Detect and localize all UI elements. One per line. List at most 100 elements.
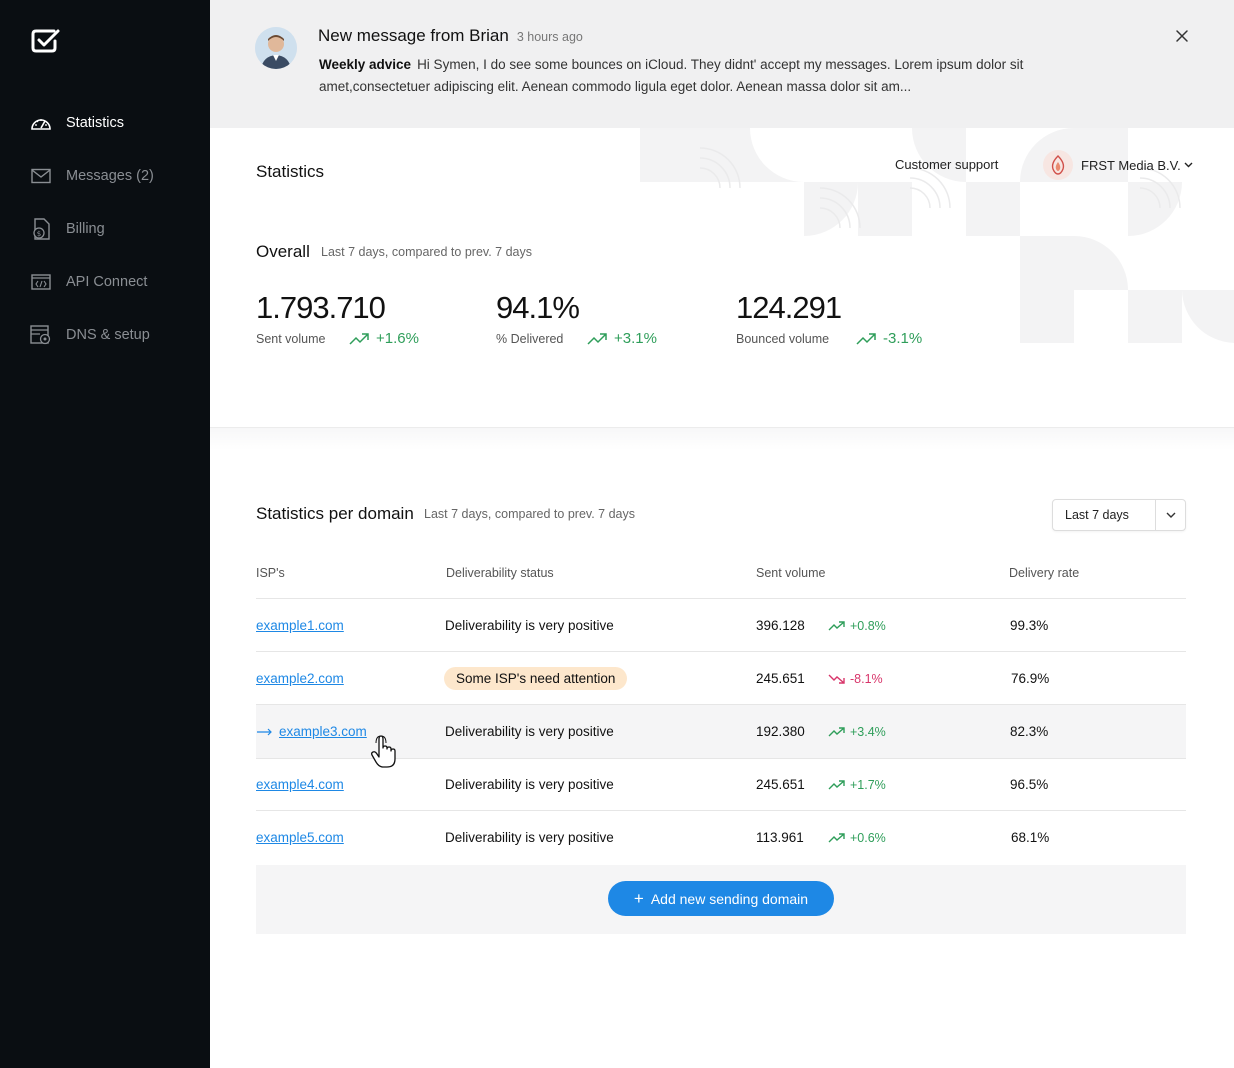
delivery-rate: 68.1%	[1011, 830, 1050, 845]
volume-change-value: +0.6%	[850, 830, 886, 845]
sidebar-item-label: Messages (2)	[66, 168, 154, 184]
column-header-rate: Delivery rate	[1009, 566, 1080, 580]
chevron-down-icon	[1184, 162, 1193, 168]
stat-value: 124.291	[736, 290, 842, 325]
stat-change-value: +1.6%	[376, 330, 419, 347]
date-range-value: Last 7 days	[1065, 508, 1129, 522]
sidebar-item-label: API Connect	[66, 274, 148, 290]
volume-change-value: +3.4%	[850, 724, 886, 739]
trend-up-icon	[587, 332, 607, 345]
section-fade	[210, 428, 1234, 450]
date-range-select[interactable]: Last 7 days	[1052, 499, 1186, 531]
delivery-rate: 82.3%	[1010, 724, 1049, 739]
volume-value: 245.651	[756, 671, 805, 686]
stat-value: 94.1%	[496, 290, 580, 325]
row-divider	[256, 758, 1186, 759]
row-divider	[256, 651, 1186, 652]
domain-link[interactable]: example5.com	[256, 830, 344, 845]
add-sending-domain-label: Add new sending domain	[650, 890, 809, 907]
sidebar-nav: Statistics Messages (2) $ Billing API Co…	[30, 110, 200, 375]
stat-label: % Delivered	[496, 331, 564, 346]
notification-tag: Weekly advice	[319, 57, 412, 72]
stat-bounced-volume: 124.291 Bounced volume -3.1%	[736, 290, 922, 347]
hand-pointer-cursor-icon	[371, 735, 396, 768]
sidebar-item-statistics[interactable]: Statistics	[30, 110, 200, 136]
svg-text:$: $	[37, 230, 41, 238]
volume-value: 113.961	[756, 830, 804, 845]
column-header-isp: ISP's	[256, 566, 285, 580]
status-text: Deliverability is very positive	[445, 777, 614, 792]
stat-label: Sent volume	[256, 331, 326, 346]
avatar	[255, 27, 297, 69]
sidebar-item-api-connect[interactable]: API Connect	[30, 269, 200, 295]
server-gear-icon	[30, 324, 52, 346]
volume-change-value: +1.7%	[850, 777, 886, 792]
domain-link[interactable]: example4.com	[256, 777, 344, 792]
overall-title: Overall	[256, 242, 310, 261]
section-divider	[210, 427, 1234, 428]
trend-up-icon	[856, 332, 876, 345]
table-row[interactable]: example1.com Deliverability is very posi…	[256, 599, 1186, 652]
delivery-rate: 96.5%	[1010, 777, 1049, 792]
customer-support-link[interactable]: Customer support	[895, 157, 999, 172]
sidebar: Statistics Messages (2) $ Billing API Co…	[0, 0, 210, 1068]
code-window-icon	[30, 271, 52, 293]
delivery-rate: 99.3%	[1010, 618, 1049, 633]
sidebar-item-label: DNS & setup	[66, 327, 150, 343]
volume-change: +0.6%	[828, 831, 886, 845]
domain-link[interactable]: example1.com	[256, 618, 344, 633]
sidebar-item-dns-setup[interactable]: DNS & setup	[30, 322, 200, 348]
sidebar-item-billing[interactable]: $ Billing	[30, 216, 200, 242]
table-row[interactable]: example3.com Deliverability is very posi…	[256, 705, 1186, 758]
domain-link[interactable]: example2.com	[256, 671, 344, 686]
domain-link[interactable]: example3.com	[279, 724, 367, 739]
logo-checkbox-icon[interactable]	[30, 27, 61, 54]
volume-value: 245.651	[756, 777, 805, 792]
attention-badge: Some ISP's need attention	[444, 667, 628, 690]
delivery-rate: 76.9%	[1011, 671, 1050, 686]
chevron-down-icon[interactable]	[1155, 500, 1185, 530]
sidebar-item-label: Billing	[66, 221, 105, 237]
row-divider	[256, 810, 1186, 811]
row-divider	[256, 704, 1186, 705]
status-text: Deliverability is very positive	[445, 618, 614, 633]
trend-up-icon	[828, 779, 845, 789]
volume-change: +3.4%	[828, 725, 886, 739]
sidebar-item-label: Statistics	[66, 115, 125, 131]
notification-text: Hi Symen, I do see some bounces on iClou…	[319, 57, 1024, 94]
stat-delivered: 94.1% % Delivered +3.1%	[496, 290, 657, 347]
trend-up-icon	[828, 832, 845, 842]
domain-stats-title: Statistics per domain	[256, 504, 414, 523]
notification-banner: New message from Brian 3 hours ago Weekly…	[210, 0, 1234, 128]
close-icon[interactable]	[1174, 28, 1190, 44]
invoice-icon: $	[30, 218, 52, 240]
status-text: Deliverability is very positive	[445, 724, 614, 739]
trend-up-icon	[828, 726, 845, 736]
add-sending-domain-button[interactable]: + Add new sending domain	[608, 881, 834, 916]
row-divider	[256, 598, 1186, 599]
notification-body[interactable]: Weekly advice Hi Symen, I do see some bou…	[319, 54, 1079, 98]
trend-up-icon	[349, 332, 369, 345]
account-switcher[interactable]: FRST Media B.V.	[1043, 150, 1193, 180]
stat-label: Bounced volume	[736, 331, 830, 346]
stat-sent-volume: 1.793.710 Sent volume +1.6%	[256, 290, 419, 347]
volume-change-value: -8.1%	[850, 671, 883, 686]
volume-change: +1.7%	[828, 778, 886, 792]
stat-value: 1.793.710	[256, 290, 386, 325]
column-header-status: Deliverability status	[446, 566, 554, 580]
stat-change: -3.1%	[856, 330, 922, 347]
org-logo-icon	[1043, 150, 1073, 180]
stat-change: +1.6%	[349, 330, 419, 347]
volume-change-value: +0.8%	[850, 618, 886, 633]
table-row[interactable]: example4.com Deliverability is very posi…	[256, 758, 1186, 811]
trend-up-icon	[828, 620, 845, 630]
volume-value: 192.380	[756, 724, 805, 739]
volume-change: -8.1%	[828, 672, 883, 686]
sidebar-item-messages[interactable]: Messages (2)	[30, 163, 200, 189]
column-header-volume: Sent volume	[756, 566, 826, 580]
table-row[interactable]: example2.com Some ISP's need attention 2…	[256, 652, 1186, 705]
notification-title: New message from Brian 3 hours ago	[318, 26, 583, 46]
stat-change-value: -3.1%	[883, 330, 923, 347]
table-row[interactable]: example5.com Deliverability is very posi…	[256, 811, 1186, 864]
org-name: FRST Media B.V.	[1081, 157, 1181, 173]
